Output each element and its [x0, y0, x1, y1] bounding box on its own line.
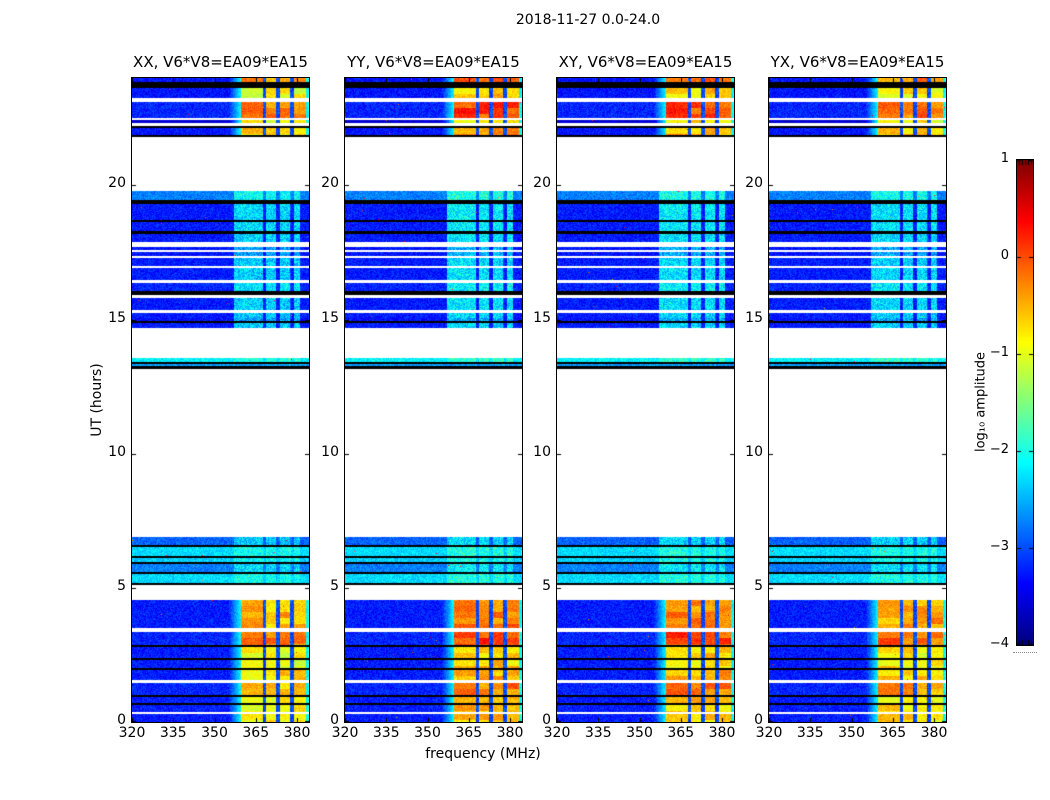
x-tick-label: 320 — [118, 725, 146, 741]
x-tick-label: 350 — [626, 725, 653, 741]
colorbar-canvas — [1017, 160, 1033, 645]
x-tick-label: 365 — [879, 725, 907, 741]
x-tick-label: 335 — [796, 725, 824, 741]
figure-title: 2018-11-27 0.0-24.0 — [515, 12, 661, 28]
x-tick-label: 335 — [584, 725, 612, 741]
y-tick-label: 20 — [108, 175, 126, 192]
x-tick-label: 335 — [372, 725, 400, 741]
y-tick-label: 10 — [108, 443, 126, 460]
x-tick-label: 380 — [708, 725, 736, 741]
y-tick-label: 5 — [754, 577, 763, 594]
y-tick-label: 15 — [745, 309, 763, 326]
x-tick-label: 365 — [455, 725, 483, 741]
panel-title-yy: YY, V6*V8=EA09*EA15 — [347, 53, 520, 71]
y-tick-label: 15 — [321, 309, 339, 326]
y-tick-label: 20 — [533, 175, 551, 192]
y-tick-label: 0 — [330, 712, 339, 728]
colorbar-tick-label: −2 — [989, 442, 1009, 457]
x-tick-label: 365 — [242, 725, 270, 741]
y-tick-label: 5 — [330, 577, 339, 594]
colorbar-tick-label: −3 — [989, 539, 1009, 554]
y-tick-label: 20 — [321, 175, 339, 192]
spectrogram-canvas-xx — [132, 78, 309, 722]
y-tick-label: 0 — [542, 712, 551, 728]
panel-yy: YY, V6*V8=EA09*EA15 320 335 350 365 380 0 5 10 1… — [321, 53, 523, 741]
y-tick-label: 20 — [745, 175, 763, 192]
spectrogram-canvas-yx — [769, 78, 946, 722]
x-tick-label: 365 — [667, 725, 695, 741]
colorbar-tick-label: −1 — [989, 345, 1009, 360]
colorbar-label: log₁₀ amplitude — [973, 351, 989, 453]
y-tick-label: 0 — [754, 712, 763, 728]
panel-title-xy: XY, V6*V8=EA09*EA15 — [558, 53, 733, 71]
x-tick-label: 380 — [920, 725, 948, 741]
x-tick-label: 350 — [201, 725, 228, 741]
x-tick-label: 380 — [496, 725, 524, 741]
x-tick-label: 320 — [755, 725, 783, 741]
panel-title-yx: YX, V6*V8=EA09*EA15 — [770, 53, 945, 71]
colorbar — [1016, 159, 1034, 646]
spectrogram-canvas-yy — [345, 78, 522, 722]
x-tick-label: 320 — [331, 725, 359, 741]
x-axis-label: frequency (MHz) — [425, 746, 541, 762]
y-axis-label: UT (hours) — [89, 363, 105, 437]
colorbar-tick-label: −4 — [989, 636, 1009, 651]
y-tick-label: 15 — [533, 309, 551, 326]
panel-title-xx: XX, V6*V8=EA09*EA15 — [133, 53, 308, 71]
x-tick-label: 380 — [283, 725, 311, 741]
y-tick-label: 10 — [533, 443, 551, 460]
panel-yx: YX, V6*V8=EA09*EA15 320 335 350 365 380 0 5 10 1… — [745, 53, 947, 741]
y-tick-label: 15 — [108, 309, 126, 326]
panel-xy: XY, V6*V8=EA09*EA15 320 335 350 365 380 0 5 10 1… — [533, 53, 735, 741]
y-tick-label: 10 — [321, 443, 339, 460]
colorbar-tick-label: 1 — [1000, 151, 1009, 166]
x-tick-label: 350 — [838, 725, 865, 741]
x-tick-label: 350 — [414, 725, 441, 741]
x-tick-label: 335 — [159, 725, 187, 741]
y-tick-label: 5 — [117, 577, 126, 594]
x-tick-label: 320 — [543, 725, 571, 741]
colorbar-tick-label: 0 — [1000, 248, 1009, 263]
y-tick-label: 10 — [745, 443, 763, 460]
y-tick-label: 5 — [542, 577, 551, 594]
panel-xx: XX, V6*V8=EA09*EA15 320 335 350 365 380 0 5 10 1… — [108, 53, 310, 741]
colorbar-minor-ticks — [1013, 652, 1037, 653]
spectrogram-canvas-xy — [557, 78, 734, 722]
y-tick-label: 0 — [117, 712, 126, 728]
